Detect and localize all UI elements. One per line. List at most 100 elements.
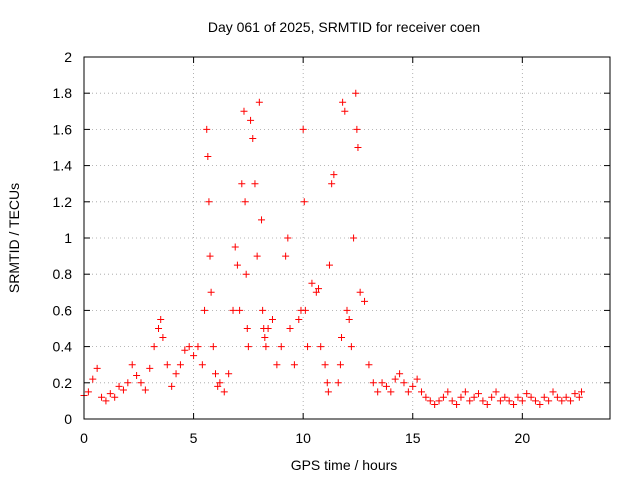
data-point — [295, 315, 303, 323]
x-tick-label: 15 — [405, 430, 421, 446]
data-point — [317, 343, 325, 351]
data-point — [426, 397, 434, 405]
data-point — [106, 390, 114, 398]
data-point — [304, 343, 312, 351]
data-point — [488, 393, 496, 401]
data-point — [128, 361, 136, 369]
data-point — [98, 393, 106, 401]
data-point — [531, 397, 539, 405]
data-point — [258, 216, 266, 224]
x-tick-label: 10 — [295, 430, 311, 446]
data-point — [159, 334, 167, 342]
y-tick-label: 1.4 — [53, 158, 73, 174]
data-point — [214, 382, 222, 390]
data-point — [466, 397, 474, 405]
data-point — [259, 306, 267, 314]
chart-title: Day 061 of 2025, SRMTID for receiver coe… — [208, 19, 480, 35]
data-point — [396, 370, 404, 378]
y-tick-label: 2 — [64, 49, 72, 65]
data-point — [216, 379, 224, 387]
data-point — [328, 180, 336, 188]
data-point — [341, 107, 349, 115]
data-point — [150, 343, 158, 351]
data-point — [365, 361, 373, 369]
data-point — [249, 134, 257, 142]
data-point — [354, 144, 362, 151]
data-point — [343, 306, 351, 314]
data-point — [231, 243, 239, 251]
data-point — [448, 397, 456, 405]
data-point — [204, 153, 212, 161]
data-point — [155, 325, 163, 332]
data-point — [315, 285, 323, 293]
data-point — [387, 388, 395, 396]
data-point — [571, 390, 579, 398]
data-point — [352, 89, 360, 97]
data-point — [323, 379, 331, 387]
y-tick-label: 0.8 — [53, 266, 73, 282]
data-point — [475, 390, 482, 398]
data-point — [163, 361, 171, 369]
data-point — [510, 401, 518, 409]
data-point — [284, 234, 292, 242]
x-tick-label: 5 — [190, 430, 198, 446]
data-point — [299, 125, 307, 133]
data-point — [350, 234, 358, 242]
data-point — [347, 343, 355, 351]
data-point — [444, 388, 452, 396]
data-point — [233, 261, 241, 269]
y-tick-label: 1.2 — [53, 194, 73, 210]
x-axis-label: GPS time / hours — [291, 457, 398, 473]
data-point — [194, 343, 202, 351]
data-point — [209, 343, 217, 351]
data-point — [190, 352, 198, 360]
data-point — [391, 375, 399, 383]
data-point — [238, 180, 246, 188]
data-point — [578, 388, 586, 396]
data-point — [225, 370, 233, 378]
data-point — [268, 315, 276, 323]
data-point — [201, 306, 209, 314]
data-point — [505, 397, 513, 405]
data-point — [301, 306, 309, 314]
data-point — [413, 375, 421, 383]
data-points — [80, 89, 586, 409]
y-tick-label: 0.2 — [53, 375, 73, 391]
data-point — [212, 370, 219, 378]
data-point — [439, 393, 447, 401]
data-point — [325, 261, 333, 269]
data-point — [336, 361, 344, 369]
data-point — [157, 315, 165, 323]
data-point — [479, 397, 487, 405]
data-point — [124, 379, 132, 387]
data-point — [273, 361, 281, 369]
data-point — [431, 401, 439, 409]
data-point — [361, 297, 369, 305]
data-point — [435, 397, 443, 405]
data-point — [369, 379, 377, 387]
data-point — [243, 325, 251, 332]
y-axis-label: SRMTID / TECUs — [6, 183, 22, 293]
data-point — [496, 397, 504, 405]
x-tick-label: 0 — [80, 430, 88, 446]
data-point — [558, 397, 566, 405]
x-tick-label: 20 — [515, 430, 531, 446]
data-point — [418, 388, 426, 396]
data-point — [255, 98, 263, 106]
data-point — [133, 372, 141, 380]
data-point — [277, 343, 285, 351]
data-point — [176, 361, 184, 369]
data-point — [356, 288, 364, 296]
data-point — [483, 401, 491, 409]
data-point — [404, 388, 412, 396]
data-point — [339, 98, 347, 106]
data-point — [172, 370, 180, 378]
data-point — [461, 388, 469, 396]
data-point — [206, 252, 214, 260]
data-point — [286, 325, 294, 332]
data-point — [540, 393, 548, 401]
data-point — [567, 397, 575, 405]
y-tick-label: 0.4 — [53, 339, 73, 355]
data-point — [261, 334, 269, 342]
